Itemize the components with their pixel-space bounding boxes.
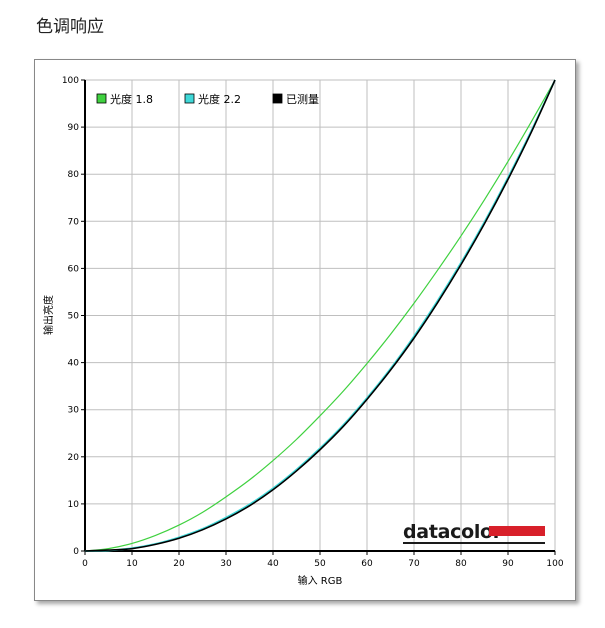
y-tick-label-30: 30	[68, 406, 80, 416]
y-tick-label-70: 70	[68, 217, 80, 227]
y-tick-label-10: 10	[68, 500, 80, 510]
tick-labels: 0 10 20 30 40 50 60 70 80 90 100 0 10 20 30 40 50 60 70 80 9…	[62, 76, 564, 569]
series-line-0	[84, 79, 556, 552]
page-title: 色调响应	[36, 17, 104, 37]
x-tick-label-80: 80	[455, 559, 467, 569]
legend: 光度 1.8 光度 2.2 已测量	[96, 92, 319, 106]
legend-label-0: 光度 1.8	[110, 92, 153, 106]
y-axis-label: 输出亮度	[42, 295, 55, 335]
x-tick-label-0: 0	[82, 559, 88, 569]
x-tick-label-50: 50	[314, 559, 326, 569]
legend-label-2: 已测量	[286, 93, 319, 106]
y-tick-label-100: 100	[62, 76, 79, 86]
legend-swatch-1	[184, 93, 195, 104]
x-tick-label-60: 60	[361, 559, 373, 569]
x-tick-label-20: 20	[173, 559, 185, 569]
x-tick-label-70: 70	[408, 559, 420, 569]
tone-response-chart: 0 10 20 30 40 50 60 70 80 90 100 0 10 20 30 40 50 60 70 80 9…	[42, 76, 564, 587]
chart-frame: 0 10 20 30 40 50 60 70 80 90 100 0 10 20 30 40 50 60 70 80 9…	[34, 59, 576, 601]
x-tick-label-100: 100	[546, 559, 563, 569]
brand-bar	[489, 526, 545, 536]
x-axis-label: 输入 RGB	[298, 574, 343, 587]
legend-swatch-2	[272, 93, 283, 104]
legend-swatch-0	[96, 93, 107, 104]
axes	[81, 79, 556, 555]
y-tick-label-20: 20	[68, 453, 80, 463]
brand-underline	[403, 542, 545, 544]
y-tick-label-60: 60	[68, 264, 80, 274]
x-tick-label-10: 10	[126, 559, 138, 569]
y-tick-label-40: 40	[68, 359, 80, 369]
y-tick-label-80: 80	[68, 170, 80, 180]
x-tick-label-90: 90	[502, 559, 514, 569]
brand-name: datacolor	[403, 521, 503, 543]
legend-label-1: 光度 2.2	[198, 92, 241, 106]
datacolor-logo: datacolor	[403, 521, 545, 544]
y-tick-label-0: 0	[73, 547, 79, 557]
series-lines	[84, 79, 556, 552]
x-tick-label-30: 30	[220, 559, 232, 569]
y-tick-label-50: 50	[68, 312, 80, 322]
x-tick-label-40: 40	[267, 559, 279, 569]
y-tick-label-90: 90	[68, 123, 80, 133]
series-line-2	[84, 79, 556, 552]
grid-lines	[85, 79, 556, 551]
